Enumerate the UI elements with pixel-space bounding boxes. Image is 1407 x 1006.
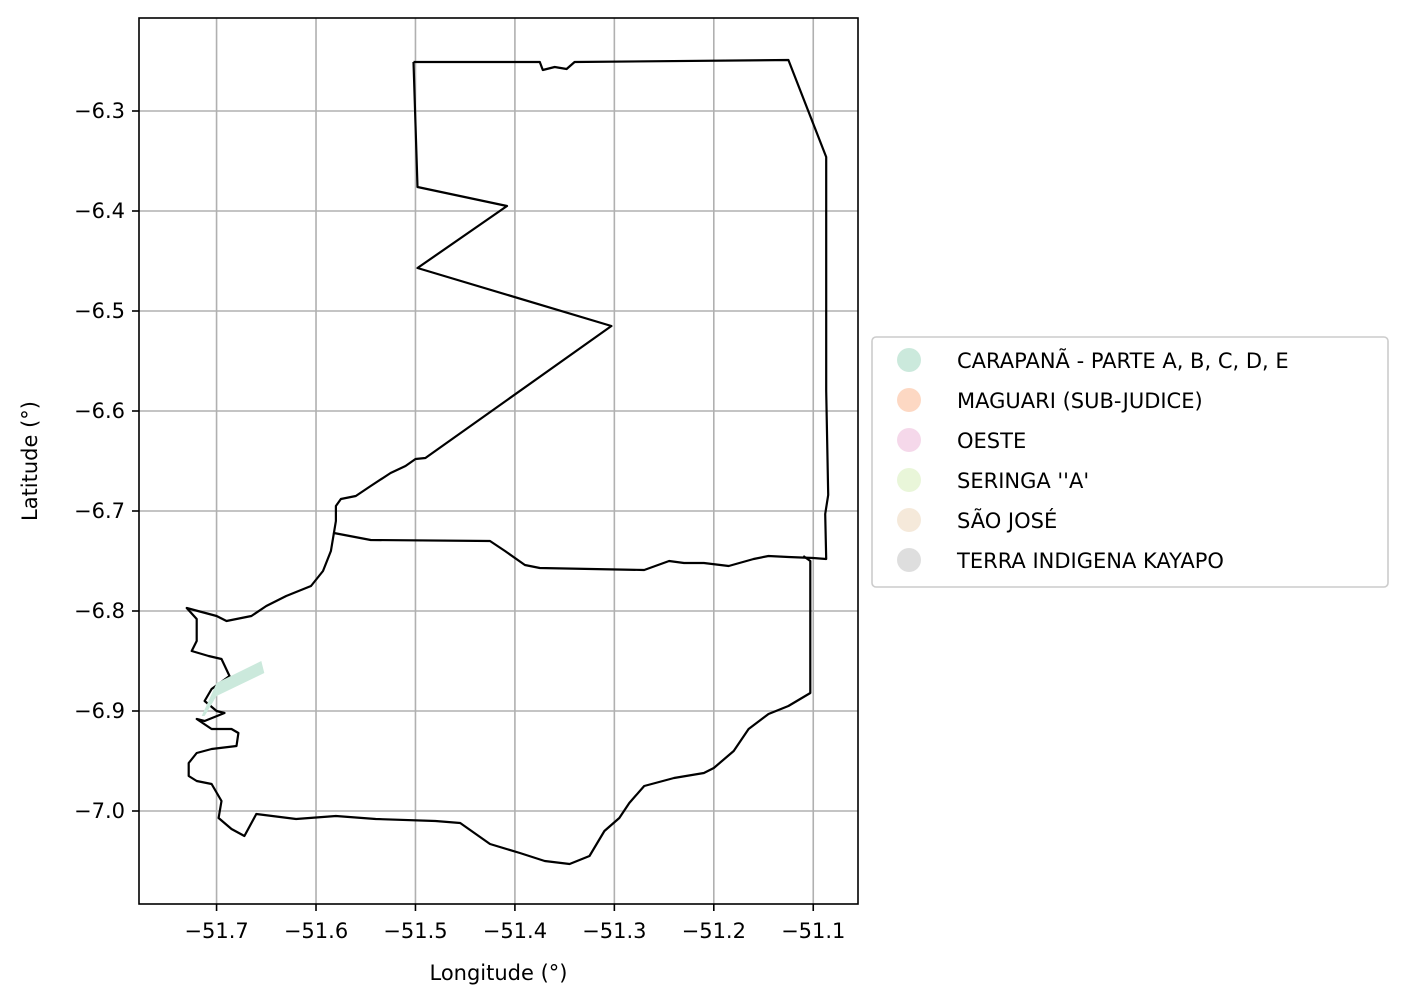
legend-marker (897, 348, 921, 372)
x-tick-label: −51.1 (781, 919, 845, 943)
legend-marker (897, 508, 921, 532)
x-tick-label: −51.6 (284, 919, 348, 943)
plot-area-frame (138, 17, 859, 905)
y-tick-label: −6.9 (74, 699, 125, 723)
y-tick-label: −6.5 (74, 299, 125, 323)
legend-label: TERRA INDIGENA KAYAPO (956, 549, 1224, 573)
legend: CARAPANÃ - PARTE A, B, C, D, E MAGUARI (S… (871, 336, 1389, 588)
y-tick-label: −6.4 (74, 199, 125, 223)
legend-label: SÃO JOSÉ (957, 507, 1057, 533)
grid-lines (139, 18, 858, 904)
y-tick-label: −6.8 (74, 599, 125, 623)
legend-label: MAGUARI (SUB-JUDICE) (957, 389, 1203, 413)
axis-ticks: −51.7 −51.6 −51.5 −51.4 −51.3 −51.2 −51.1 −6.3 −… (74, 99, 845, 943)
y-tick-label: −6.6 (74, 399, 125, 423)
legend-frame (871, 336, 1389, 588)
y-tick-label: −7.0 (74, 799, 125, 823)
legend-label: SERINGA ''A' (957, 469, 1089, 493)
x-tick-label: −51.5 (383, 919, 447, 943)
map-features (185, 58, 830, 866)
legend-marker (897, 468, 921, 492)
legend-marker (897, 428, 921, 452)
southern-boundary (185, 532, 812, 866)
x-axis-label: Longitude (°) (429, 961, 567, 985)
x-tick-label: −51.3 (582, 919, 646, 943)
carapana-parcel (201, 661, 265, 716)
x-tick-label: −51.4 (483, 919, 547, 943)
legend-label: CARAPANÃ - PARTE A, B, C, D, E (957, 347, 1289, 373)
x-tick-label: −51.2 (682, 919, 746, 943)
y-axis-label: Latitude (°) (18, 401, 42, 521)
legend-label: OESTE (957, 429, 1026, 453)
y-tick-label: −6.7 (74, 499, 125, 523)
y-tick-label: −6.3 (74, 99, 125, 123)
legend-marker (897, 388, 921, 412)
x-tick-label: −51.7 (184, 919, 248, 943)
legend-marker (897, 548, 921, 572)
northern-boundary (332, 58, 830, 572)
